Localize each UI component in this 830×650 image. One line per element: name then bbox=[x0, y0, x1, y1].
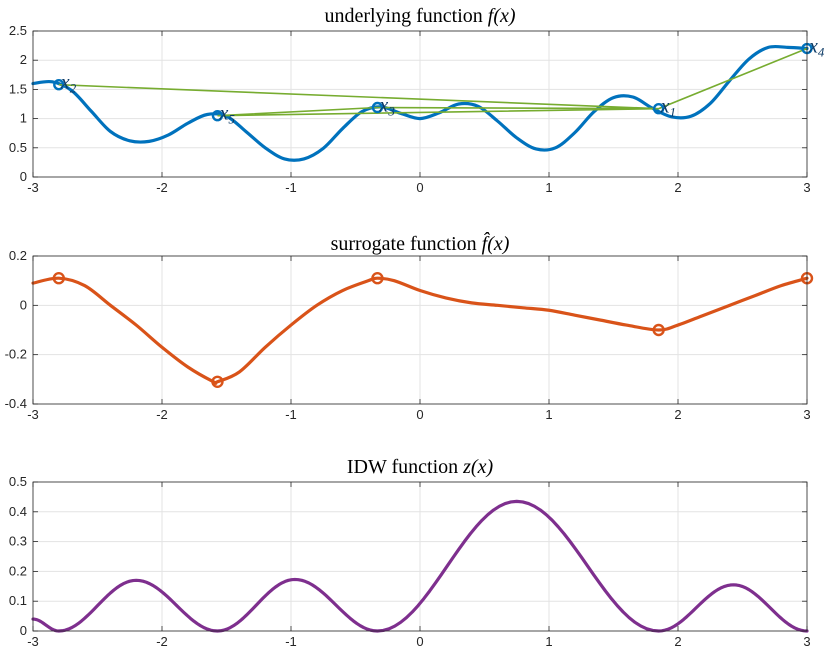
x-tick-label: 3 bbox=[803, 407, 810, 422]
x-tick-label: -2 bbox=[156, 407, 168, 422]
x-tick-label: -2 bbox=[156, 634, 168, 649]
panel-idw-function: IDW function z(x) -3 -2 -1 0 1 2 3 0 0.1 0.2 0.3 0.… bbox=[9, 456, 811, 649]
series-line bbox=[31, 44, 809, 162]
y-tick-label: 0.3 bbox=[9, 534, 27, 549]
x-tick-label: 1 bbox=[545, 634, 552, 649]
x-tick-label: 0 bbox=[416, 407, 423, 422]
sample-label-subscript: 5 bbox=[228, 112, 235, 127]
y-tick-label: 0.5 bbox=[9, 140, 27, 155]
grid bbox=[32, 255, 808, 405]
y-tick-label: 0.2 bbox=[9, 563, 27, 578]
panel-title: surrogate function f̂(x) bbox=[331, 231, 510, 255]
sample-label: x2 bbox=[60, 72, 77, 96]
data-marker bbox=[52, 272, 65, 285]
data-marker bbox=[652, 323, 665, 337]
ticks: -3 -2 -1 0 1 2 3 0 0.5 1 1.5 2 2.5 bbox=[9, 23, 811, 195]
panel-title: underlying function f(x) bbox=[324, 5, 515, 27]
series-line bbox=[31, 499, 809, 633]
ticks: -3 -2 -1 0 1 2 3 0 0.1 0.2 0.3 0.4 0.5 bbox=[9, 474, 811, 649]
data-marker bbox=[211, 375, 224, 388]
series-lines bbox=[31, 44, 809, 162]
y-tick-label: 0 bbox=[20, 297, 27, 312]
y-tick-label: 0.4 bbox=[9, 504, 27, 519]
sample-label: x4 bbox=[808, 36, 825, 60]
series-line bbox=[31, 276, 809, 385]
data-marker bbox=[371, 272, 384, 285]
y-tick-label: 1.5 bbox=[9, 81, 27, 96]
x-tick-label: -3 bbox=[27, 634, 39, 649]
sampling-path-line bbox=[58, 47, 808, 117]
x-tick-label: 1 bbox=[545, 180, 552, 195]
x-tick-label: 2 bbox=[674, 407, 681, 422]
series-lines bbox=[31, 276, 809, 385]
grid bbox=[32, 481, 808, 632]
x-tick-label: -3 bbox=[27, 180, 39, 195]
grid bbox=[32, 30, 808, 178]
sample-marker bbox=[371, 101, 384, 114]
series-markers bbox=[52, 272, 814, 388]
y-tick-label: -0.4 bbox=[5, 396, 27, 411]
ticks: -3 -2 -1 0 1 2 3 -0.4 -0.2 0 0.2 bbox=[5, 248, 811, 422]
y-tick-label: 0 bbox=[20, 623, 27, 638]
series-lines bbox=[31, 499, 809, 633]
y-tick-label: 1 bbox=[20, 111, 27, 126]
y-tick-label: 0.1 bbox=[9, 593, 27, 608]
x-tick-label: 0 bbox=[416, 634, 423, 649]
sample-label-subscript: 4 bbox=[818, 45, 825, 60]
x-tick-label: 2 bbox=[674, 634, 681, 649]
x-tick-label: -1 bbox=[285, 634, 297, 649]
x-tick-label: 3 bbox=[803, 180, 810, 195]
x-tick-label: 3 bbox=[803, 634, 810, 649]
y-tick-label: -0.2 bbox=[5, 347, 27, 362]
sample-label: x1 bbox=[660, 96, 676, 120]
x-tick-label: -1 bbox=[285, 180, 297, 195]
sample-label-subscript: 3 bbox=[387, 104, 395, 119]
panel-title: IDW function z(x) bbox=[347, 456, 494, 478]
sample-marker bbox=[211, 109, 224, 122]
y-tick-label: 2 bbox=[20, 52, 27, 67]
sample-label-subscript: 1 bbox=[670, 105, 677, 120]
x-tick-label: -3 bbox=[27, 407, 39, 422]
y-tick-label: 0.2 bbox=[9, 248, 27, 263]
sample-marker bbox=[53, 79, 65, 91]
x-tick-label: -1 bbox=[285, 407, 297, 422]
sample-label-subscript: 2 bbox=[70, 81, 77, 96]
x-tick-label: 1 bbox=[545, 407, 552, 422]
y-tick-label: 0 bbox=[20, 169, 27, 184]
y-tick-label: 2.5 bbox=[9, 23, 27, 38]
x-tick-label: 2 bbox=[674, 180, 681, 195]
x-tick-label: -2 bbox=[156, 180, 168, 195]
y-tick-label: 0.5 bbox=[9, 474, 27, 489]
sample-marker bbox=[652, 102, 665, 115]
x-tick-label: 0 bbox=[416, 180, 423, 195]
sample-label: x5 bbox=[218, 103, 235, 127]
panel-surrogate-function: surrogate function f̂(x) -3 -2 -1 0 1 2 3-0.4-… bbox=[5, 231, 814, 422]
